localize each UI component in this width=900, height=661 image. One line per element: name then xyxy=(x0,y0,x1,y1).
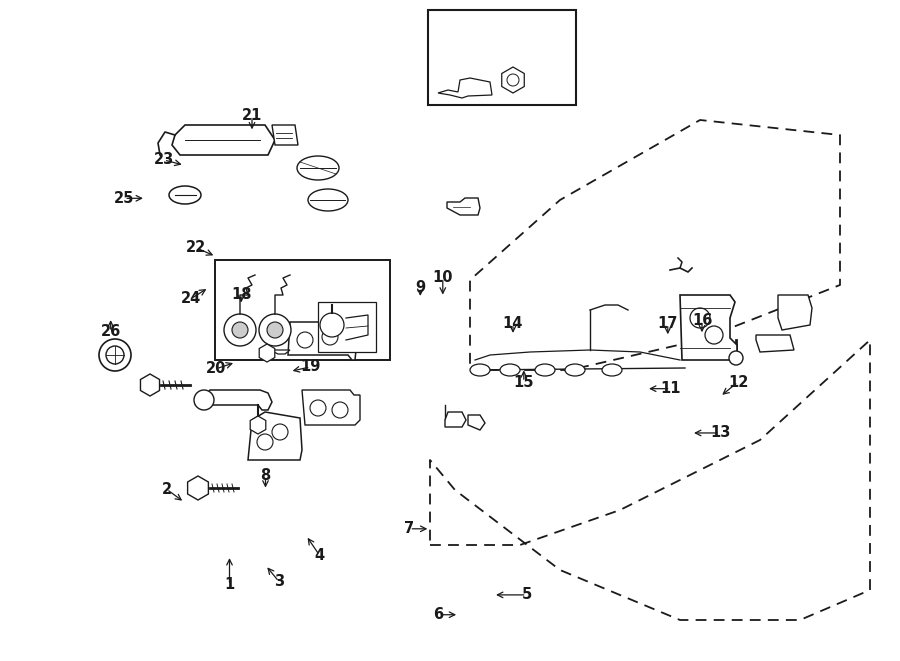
Polygon shape xyxy=(756,335,794,352)
Text: 1: 1 xyxy=(224,578,235,592)
Text: 6: 6 xyxy=(433,607,444,622)
Circle shape xyxy=(257,434,273,450)
Circle shape xyxy=(729,351,743,365)
Text: 8: 8 xyxy=(260,469,271,483)
Circle shape xyxy=(259,314,291,346)
Text: 17: 17 xyxy=(658,317,678,331)
Bar xyxy=(318,302,376,352)
Text: 2: 2 xyxy=(161,482,172,496)
Polygon shape xyxy=(680,295,737,360)
Polygon shape xyxy=(172,125,275,155)
Polygon shape xyxy=(272,125,298,145)
Polygon shape xyxy=(445,412,466,427)
Text: 16: 16 xyxy=(692,313,712,328)
Circle shape xyxy=(224,314,256,346)
Text: 10: 10 xyxy=(433,270,453,285)
Polygon shape xyxy=(438,78,492,98)
Polygon shape xyxy=(248,412,302,460)
Text: 13: 13 xyxy=(710,426,730,440)
Polygon shape xyxy=(302,390,360,425)
Ellipse shape xyxy=(565,364,585,376)
Circle shape xyxy=(320,313,344,337)
Ellipse shape xyxy=(500,364,520,376)
Circle shape xyxy=(232,322,248,338)
Circle shape xyxy=(106,346,124,364)
Text: 12: 12 xyxy=(728,375,748,389)
Polygon shape xyxy=(778,295,812,330)
Polygon shape xyxy=(447,198,480,215)
Text: 23: 23 xyxy=(154,153,174,167)
Circle shape xyxy=(332,402,348,418)
Text: 7: 7 xyxy=(404,522,415,536)
Text: 26: 26 xyxy=(101,325,121,339)
Text: 20: 20 xyxy=(206,362,226,376)
Text: 22: 22 xyxy=(186,241,206,255)
Text: 25: 25 xyxy=(114,191,134,206)
Circle shape xyxy=(705,326,723,344)
Text: 9: 9 xyxy=(415,280,426,295)
Circle shape xyxy=(507,74,519,86)
Text: 3: 3 xyxy=(274,574,284,589)
Polygon shape xyxy=(288,322,358,360)
Text: 24: 24 xyxy=(181,292,201,306)
Polygon shape xyxy=(270,350,290,354)
Ellipse shape xyxy=(470,364,490,376)
Circle shape xyxy=(322,329,338,345)
Text: 18: 18 xyxy=(231,287,251,301)
Ellipse shape xyxy=(308,189,348,211)
Text: 14: 14 xyxy=(503,317,523,331)
Ellipse shape xyxy=(602,364,622,376)
Bar xyxy=(215,260,390,360)
Circle shape xyxy=(310,400,326,416)
Circle shape xyxy=(690,308,710,328)
Ellipse shape xyxy=(297,156,339,180)
Circle shape xyxy=(267,322,283,338)
Text: 19: 19 xyxy=(301,360,320,374)
Polygon shape xyxy=(195,390,272,410)
Text: 15: 15 xyxy=(514,375,534,389)
Ellipse shape xyxy=(169,186,201,204)
Polygon shape xyxy=(468,415,485,430)
Bar xyxy=(428,10,576,105)
Circle shape xyxy=(99,339,131,371)
Circle shape xyxy=(297,332,313,348)
Circle shape xyxy=(272,424,288,440)
Circle shape xyxy=(194,390,214,410)
Text: 5: 5 xyxy=(521,588,532,602)
Text: 21: 21 xyxy=(242,108,262,123)
Text: 11: 11 xyxy=(661,381,680,396)
Ellipse shape xyxy=(535,364,555,376)
Text: 4: 4 xyxy=(314,548,325,563)
